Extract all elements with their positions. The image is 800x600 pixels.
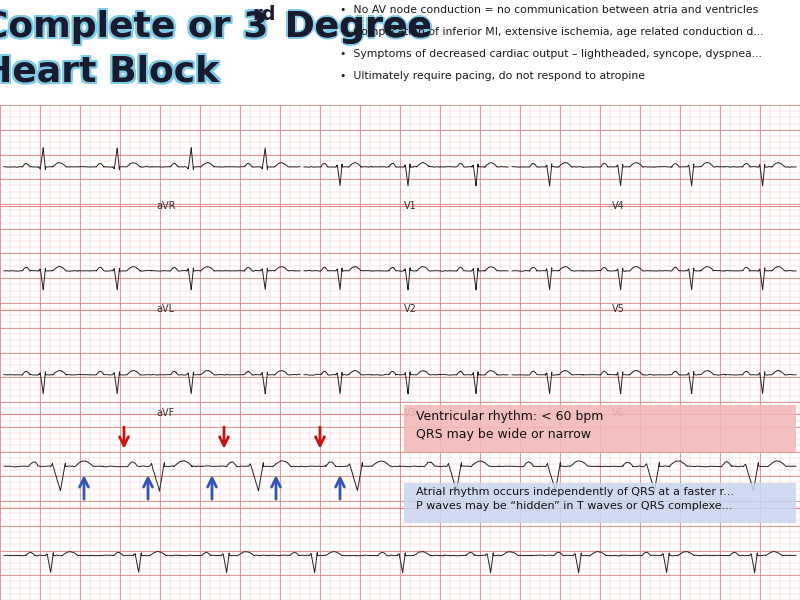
Text: Heart Block: Heart Block <box>0 55 221 89</box>
Text: •  Symptoms of decreased cardiac output – lightheaded, syncope, dyspnea...: • Symptoms of decreased cardiac output –… <box>340 49 762 59</box>
Text: Degree: Degree <box>272 10 432 44</box>
Text: Degree: Degree <box>272 10 432 44</box>
Text: rd: rd <box>252 5 275 24</box>
Text: Heart Block: Heart Block <box>0 53 221 87</box>
Text: Heart Block: Heart Block <box>0 57 219 91</box>
Text: V6: V6 <box>612 409 625 418</box>
Text: P waves may be “hidden” in T waves or QRS complexe...: P waves may be “hidden” in T waves or QR… <box>416 502 733 511</box>
Text: V1: V1 <box>404 200 417 211</box>
Text: Heart Block: Heart Block <box>0 55 217 89</box>
Text: Complete or 3: Complete or 3 <box>0 12 268 46</box>
Text: V2: V2 <box>404 304 417 314</box>
Text: Heart Block: Heart Block <box>0 57 221 91</box>
Text: Degree: Degree <box>272 8 432 42</box>
Text: •  Complication of inferior MI, extensive ischemia, age related conduction d...: • Complication of inferior MI, extensive… <box>340 27 763 37</box>
Text: Complete or 3: Complete or 3 <box>0 12 266 46</box>
Text: Atrial rhythm occurs independently of QRS at a faster r...: Atrial rhythm occurs independently of QR… <box>416 487 734 497</box>
Text: •  No AV node conduction = no communication between atria and ventricles: • No AV node conduction = no communicati… <box>340 5 758 15</box>
Text: Degree: Degree <box>270 10 430 44</box>
Text: V3: V3 <box>404 409 417 418</box>
Text: Heart Block: Heart Block <box>0 57 217 91</box>
Text: Ventricular rhythm: < 60 bpm: Ventricular rhythm: < 60 bpm <box>416 410 603 424</box>
Text: aVF: aVF <box>156 409 174 418</box>
Text: V4: V4 <box>612 200 625 211</box>
Text: Complete or 3: Complete or 3 <box>0 8 268 42</box>
Text: Complete or 3: Complete or 3 <box>0 8 270 42</box>
Text: Heart Block: Heart Block <box>0 53 219 87</box>
Text: aVR: aVR <box>156 200 175 211</box>
Text: Complete or 3: Complete or 3 <box>0 10 268 44</box>
Text: Complete or 3: Complete or 3 <box>0 10 270 44</box>
Text: V5: V5 <box>612 304 625 314</box>
Text: QRS may be wide or narrow: QRS may be wide or narrow <box>416 428 591 441</box>
Text: Degree: Degree <box>274 10 434 44</box>
Text: Complete or 3: Complete or 3 <box>0 10 266 44</box>
Bar <box>404 482 796 523</box>
Bar <box>404 406 796 452</box>
Text: Complete or 3: Complete or 3 <box>0 8 266 42</box>
Text: Heart Block: Heart Block <box>0 55 219 89</box>
Text: Heart Block: Heart Block <box>0 53 217 87</box>
Text: Degree: Degree <box>272 12 432 46</box>
Text: •  Ultimately require pacing, do not respond to atropine: • Ultimately require pacing, do not resp… <box>340 71 645 81</box>
Text: Complete or 3: Complete or 3 <box>0 12 270 46</box>
Text: aVL: aVL <box>156 304 174 314</box>
